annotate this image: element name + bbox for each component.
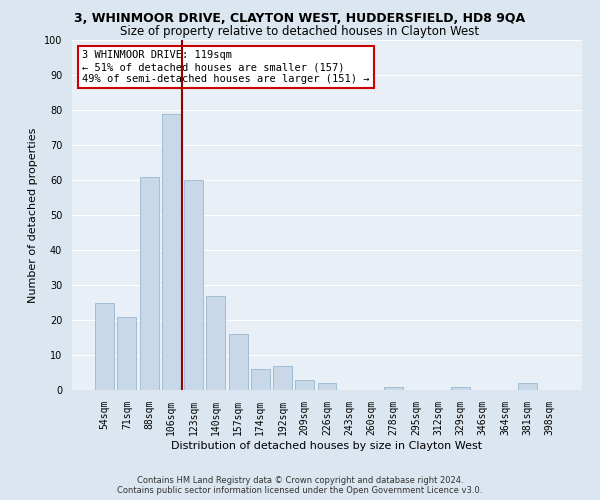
X-axis label: Distribution of detached houses by size in Clayton West: Distribution of detached houses by size … — [172, 440, 482, 450]
Text: 3 WHINMOOR DRIVE: 119sqm
← 51% of detached houses are smaller (157)
49% of semi-: 3 WHINMOOR DRIVE: 119sqm ← 51% of detach… — [82, 50, 370, 84]
Bar — [273, 366, 292, 390]
Y-axis label: Number of detached properties: Number of detached properties — [28, 128, 38, 302]
Bar — [451, 386, 470, 390]
Bar — [118, 316, 136, 390]
Bar — [184, 180, 203, 390]
Bar — [206, 296, 225, 390]
Text: Size of property relative to detached houses in Clayton West: Size of property relative to detached ho… — [121, 25, 479, 38]
Bar — [229, 334, 248, 390]
Bar — [384, 386, 403, 390]
Text: 3, WHINMOOR DRIVE, CLAYTON WEST, HUDDERSFIELD, HD8 9QA: 3, WHINMOOR DRIVE, CLAYTON WEST, HUDDERS… — [74, 12, 526, 26]
Bar — [140, 176, 158, 390]
Bar — [518, 383, 536, 390]
Bar — [317, 383, 337, 390]
Bar — [295, 380, 314, 390]
Bar — [95, 302, 114, 390]
Bar — [162, 114, 181, 390]
Text: Contains HM Land Registry data © Crown copyright and database right 2024.
Contai: Contains HM Land Registry data © Crown c… — [118, 476, 482, 495]
Bar — [251, 369, 270, 390]
